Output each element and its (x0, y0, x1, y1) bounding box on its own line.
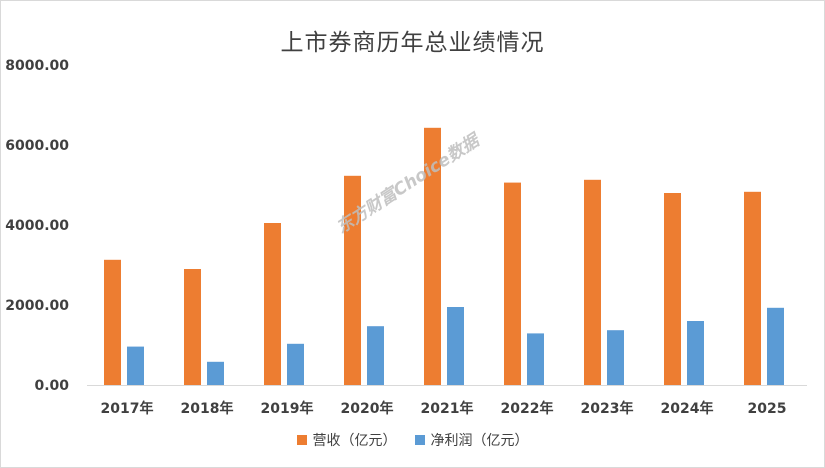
bar-net-profit (447, 307, 464, 385)
y-tick-label: 2000.00 (5, 298, 69, 314)
x-tick-label: 2025 (748, 401, 787, 417)
legend-swatch-revenue (296, 435, 307, 445)
bar-net-profit (527, 333, 544, 385)
bar-revenue (424, 127, 441, 386)
legend-label-revenue: 营收（亿元） (312, 433, 397, 449)
bar-revenue (264, 223, 281, 385)
bar-net-profit (687, 321, 704, 385)
bar-revenue (184, 269, 201, 385)
legend-swatch-net-profit (414, 435, 425, 445)
legend-label-net-profit: 净利润（亿元） (430, 433, 529, 449)
x-tick-label: 2022年 (501, 400, 554, 417)
bar-revenue (664, 193, 681, 385)
bar-net-profit (287, 343, 304, 385)
y-tick-label: 6000.00 (5, 138, 69, 154)
x-tick-label: 2023年 (581, 400, 634, 417)
x-tick-label: 2019年 (261, 400, 314, 417)
y-tick-label: 8000.00 (5, 58, 69, 74)
x-tick-label: 2017年 (101, 400, 154, 417)
bar-net-profit (367, 326, 384, 385)
bars (104, 127, 784, 386)
bar-net-profit (127, 346, 144, 385)
x-tick-label: 2024年 (661, 400, 714, 417)
bar-net-profit (607, 330, 624, 385)
legend: 营收（亿元） 净利润（亿元） (1, 430, 824, 450)
bar-revenue (104, 259, 121, 385)
y-tick-label: 0.00 (34, 378, 69, 394)
x-tick-label: 2020年 (341, 400, 394, 417)
x-tick-label: 2021年 (421, 400, 474, 417)
y-tick-label: 4000.00 (5, 218, 69, 234)
bar-revenue (584, 179, 601, 385)
bar-net-profit (207, 361, 224, 385)
x-tick-label: 2018年 (181, 400, 234, 417)
bar-net-profit (767, 307, 784, 385)
bar-revenue (504, 182, 521, 385)
bar-revenue (744, 191, 761, 385)
y-axis: 0.00 2000.00 4000.00 6000.00 8000.00 (5, 58, 69, 394)
x-axis: 2017年 2018年 2019年 2020年 2021年 2022年 2023年 2024年… (87, 385, 807, 417)
legend-item-net-profit: 净利润（亿元） (414, 430, 529, 450)
bar-revenue (344, 175, 361, 385)
legend-item-revenue: 营收（亿元） (296, 430, 397, 450)
chart-title: 上市券商历年总业绩情况 (280, 30, 545, 56)
